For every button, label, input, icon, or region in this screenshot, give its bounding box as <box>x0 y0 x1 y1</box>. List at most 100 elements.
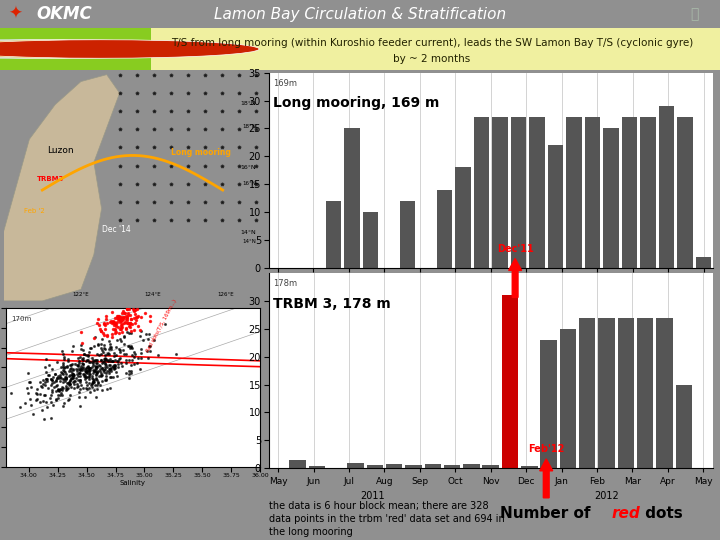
Bar <box>559 329 576 468</box>
Point <box>107 329 118 338</box>
Bar <box>640 117 656 268</box>
Point <box>114 355 125 363</box>
Point <box>130 349 141 358</box>
Point <box>107 325 118 333</box>
Point <box>96 359 107 367</box>
Point <box>86 379 97 387</box>
Point <box>77 360 89 369</box>
Point <box>117 346 129 355</box>
Point <box>84 369 96 378</box>
Point <box>21 384 32 393</box>
Point <box>50 376 61 384</box>
Point <box>109 319 120 328</box>
Point <box>45 397 57 406</box>
Point <box>119 313 130 321</box>
Point <box>75 380 86 389</box>
Point <box>117 307 129 316</box>
Point <box>170 349 181 358</box>
Point <box>123 329 135 338</box>
Point <box>74 368 86 377</box>
Point <box>56 391 68 400</box>
Point <box>110 367 122 376</box>
Point <box>107 308 118 316</box>
Point <box>125 367 137 376</box>
Point <box>101 366 112 375</box>
Point <box>152 351 163 360</box>
Point <box>53 394 64 402</box>
Point <box>120 325 132 333</box>
Point <box>88 356 99 365</box>
Point <box>125 323 136 332</box>
Point <box>121 323 132 332</box>
Point <box>111 342 122 351</box>
Point <box>89 362 101 370</box>
Bar <box>521 467 538 468</box>
Point <box>120 349 132 358</box>
Point <box>58 375 69 383</box>
Point <box>120 369 132 377</box>
Point <box>108 318 120 327</box>
Point <box>35 389 46 398</box>
Point <box>70 360 81 368</box>
Point <box>109 319 121 327</box>
Point <box>48 400 59 409</box>
Text: 2011: 2011 <box>361 491 385 501</box>
Bar <box>344 129 360 268</box>
Bar <box>492 117 508 268</box>
Point <box>24 395 36 404</box>
Text: Red dots(T/S, 169m...): Red dots(T/S, 169m...) <box>145 299 178 353</box>
Bar <box>603 129 619 268</box>
Point <box>89 333 101 342</box>
Point <box>55 363 67 372</box>
Point <box>117 319 128 328</box>
Point <box>109 328 121 337</box>
Point <box>78 354 89 363</box>
Point <box>73 402 85 410</box>
Point <box>120 312 132 320</box>
Point <box>59 355 71 363</box>
Point <box>40 377 51 386</box>
Point <box>91 364 102 373</box>
Point <box>85 344 96 353</box>
Point <box>96 363 107 372</box>
Point <box>65 365 76 374</box>
Bar <box>309 467 325 468</box>
Text: 122°E: 122°E <box>73 292 89 298</box>
Point <box>104 357 116 366</box>
Point <box>81 350 92 359</box>
Point <box>46 364 58 373</box>
Point <box>91 356 102 364</box>
Point <box>103 349 114 358</box>
Point <box>113 315 125 324</box>
Point <box>88 342 99 350</box>
Point <box>102 350 113 359</box>
Point <box>114 314 126 322</box>
Point <box>115 359 127 367</box>
Point <box>76 340 87 349</box>
Point <box>99 376 111 385</box>
Point <box>71 383 83 391</box>
Point <box>83 363 94 372</box>
Point <box>99 364 110 373</box>
Point <box>91 359 102 367</box>
Point <box>77 356 89 364</box>
Point <box>112 357 123 366</box>
Point <box>135 313 146 322</box>
Point <box>50 396 62 405</box>
Point <box>117 309 128 318</box>
Point <box>48 378 60 387</box>
Point <box>97 358 109 367</box>
Point <box>65 383 76 391</box>
Point <box>63 371 75 380</box>
Point <box>68 377 79 386</box>
Point <box>117 314 128 322</box>
Point <box>122 313 133 322</box>
Point <box>66 374 77 383</box>
Point <box>81 355 93 364</box>
Bar <box>366 465 383 468</box>
Point <box>104 340 116 349</box>
Point <box>68 372 79 381</box>
Point <box>63 381 75 389</box>
Point <box>94 362 106 370</box>
Bar <box>566 117 582 268</box>
